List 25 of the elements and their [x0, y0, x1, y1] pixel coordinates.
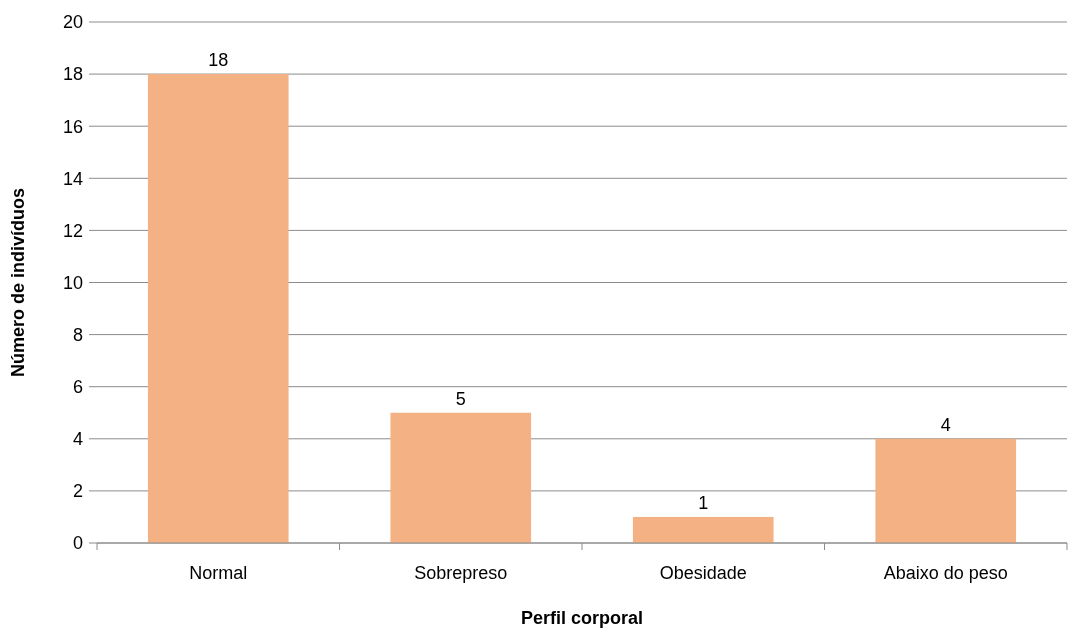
y-tick-label: 6 [72, 377, 83, 397]
data-label: 4 [940, 414, 951, 435]
data-label: 5 [455, 388, 466, 409]
y-tick-label: 12 [62, 220, 83, 241]
y-axis-title: Número de indivíduos [8, 187, 28, 378]
x-tick-label: Abaixo do peso [883, 563, 1008, 583]
y-tick-label: 18 [62, 64, 83, 85]
data-label: 1 [698, 492, 709, 513]
x-tick-label: Obesidade [659, 563, 747, 583]
y-tick-label: 14 [62, 168, 83, 189]
y-tick-label: 4 [72, 429, 83, 450]
data-label: 18 [208, 50, 229, 71]
bar [875, 438, 1017, 543]
bar [632, 516, 774, 543]
x-axis-title: Perfil corporal [520, 608, 644, 628]
bar [390, 412, 532, 543]
y-tick-label: 2 [72, 481, 83, 502]
y-tick-label: 10 [62, 272, 83, 293]
y-tick-label: 16 [62, 116, 83, 137]
x-tick-label: Sobrepreso [414, 563, 508, 583]
y-tick-label: 20 [62, 12, 83, 33]
y-tick-label: 0 [72, 533, 83, 554]
y-tick-label: 8 [72, 324, 83, 345]
x-tick-label: Normal [189, 563, 248, 583]
bar [147, 74, 289, 543]
